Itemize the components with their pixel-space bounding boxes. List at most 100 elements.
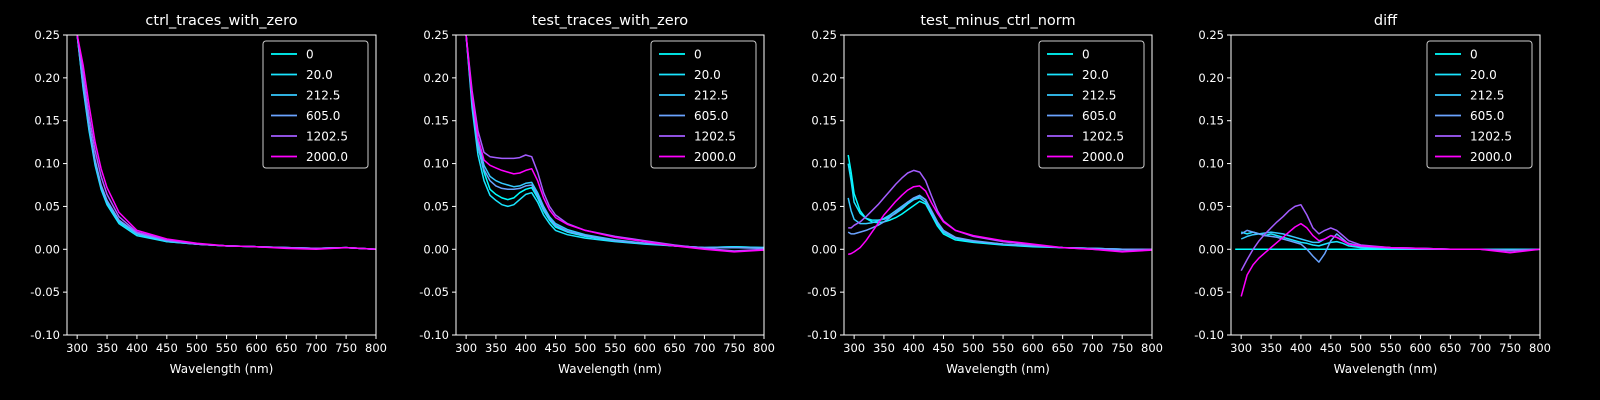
subplot-3-series-6-line <box>848 185 1152 256</box>
subplot-4-series-4-line <box>1240 229 1540 263</box>
subplot-1-ytick-label-8: 0.25 <box>34 28 60 42</box>
subplot-2-ytick-label-6: 0.15 <box>423 114 449 128</box>
subplot-3-ytick-label-3: 0.00 <box>811 242 837 256</box>
subplot-3: test_minus_ctrl_norm Wavelength (nm) 300… <box>807 13 1163 376</box>
subplot-1-xtick-label-4: 450 <box>156 341 178 355</box>
subplot-4-legend-label-2: 20.0 <box>1470 68 1497 82</box>
subplot-3-xtick-label-10: 750 <box>1111 341 1133 355</box>
subplot-3-series-group <box>847 154 1152 256</box>
subplot-4-ytick-label-6: 0.15 <box>1198 114 1224 128</box>
subplot-1-legend-frame <box>262 40 369 169</box>
subplot-1-xtick-label-5: 500 <box>186 341 208 355</box>
subplot-3-ytick-label-2: -0.05 <box>807 285 837 299</box>
subplot-3-xtick-label-6: 550 <box>992 341 1014 355</box>
subplot-2: test_traces_with_zero Wavelength (nm) 30… <box>419 13 775 376</box>
subplot-4-xtick-label-7: 600 <box>1409 341 1431 355</box>
subplot-2-xtick-label-1: 300 <box>455 341 477 355</box>
subplot-4-axes-frame <box>1230 34 1541 336</box>
subplot-4-ytick-label-1: -0.10 <box>1194 328 1224 342</box>
subplot-2-legend-label-2: 20.0 <box>694 68 721 82</box>
subplot-1-xtick-label-11: 800 <box>365 341 387 355</box>
subplot-3-xtick-label-5: 500 <box>962 341 984 355</box>
subplot-1-xtick-label-3: 400 <box>126 341 148 355</box>
subplot-4-legend-frame <box>1426 40 1533 169</box>
subplot-4-legend: 0 20.0 212.5 605.0 1202.5 2000.0 <box>1426 40 1533 169</box>
subplot-4-xtick-label-2: 350 <box>1260 341 1282 355</box>
subplot-2-legend-label-4: 605.0 <box>694 109 728 123</box>
subplot-2-ytick-label-8: 0.25 <box>423 28 449 42</box>
subplot-2-xlabel: Wavelength (nm) <box>558 362 662 376</box>
subplot-1-series-5-line <box>76 35 376 251</box>
subplot-4-ytick-label-4: 0.05 <box>1198 199 1224 213</box>
subplot-2-xtick-label-11: 800 <box>753 341 775 355</box>
subplot-3-legend-label-4: 605.0 <box>1082 109 1116 123</box>
subplot-3-legend-frame <box>1038 40 1145 169</box>
subplot-3-xtick-label-7: 600 <box>1022 341 1044 355</box>
subplot-1-legend-label-2: 20.0 <box>306 68 333 82</box>
subplot-1-xtick-label-10: 750 <box>335 341 357 355</box>
subplot-1-legend-label-6: 2000.0 <box>306 150 348 164</box>
subplot-2-series-4-line <box>465 35 764 250</box>
subplot-2-title: test_traces_with_zero <box>532 13 689 29</box>
subplot-3-legend-label-3: 212.5 <box>1082 89 1116 103</box>
subplot-1-ytick-label-6: 0.15 <box>34 114 60 128</box>
subplot-3-legend-label-1: 0 <box>1082 48 1090 62</box>
subplot-2-axes-frame <box>455 34 765 336</box>
subplot-1-legend-label-1: 0 <box>306 48 314 62</box>
subplot-3-ytick-label-7: 0.20 <box>811 71 837 85</box>
subplot-4-legend-label-4: 605.0 <box>1470 109 1504 123</box>
subplot-1-series-6-line <box>76 35 376 251</box>
subplot-3-series-5-line <box>848 169 1152 252</box>
subplot-1-xtick-label-2: 350 <box>96 341 118 355</box>
subplot-2-legend-label-3: 212.5 <box>694 89 728 103</box>
subplot-1-xtick-label-7: 600 <box>245 341 267 355</box>
subplot-2-legend-label-5: 1202.5 <box>694 130 736 144</box>
subplot-1-legend-label-3: 212.5 <box>306 89 340 103</box>
subplot-3-axes-frame <box>843 34 1153 336</box>
subplot-2-series-6-line <box>465 35 764 253</box>
subplot-4-legend-label-3: 212.5 <box>1470 89 1504 103</box>
subplot-3-xtick-label-4: 450 <box>933 341 955 355</box>
subplot-4-legend-label-5: 1202.5 <box>1470 130 1512 144</box>
subplot-2-ytick-label-2: -0.05 <box>419 285 449 299</box>
subplot-2-series-group <box>465 35 764 253</box>
subplot-4-xtick-label-10: 750 <box>1499 341 1521 355</box>
subplot-2-ytick-label-4: 0.05 <box>423 199 449 213</box>
subplot-3-legend-label-2: 20.0 <box>1082 68 1109 82</box>
subplot-1-legend: 0 20.0 212.5 605.0 1202.5 2000.0 <box>262 40 369 169</box>
subplot-2-xtick-label-3: 400 <box>515 341 537 355</box>
subplot-3-legend-label-6: 2000.0 <box>1082 150 1124 164</box>
subplot-2-ytick-label-3: 0.00 <box>423 242 449 256</box>
subplot-2-legend-label-6: 2000.0 <box>694 150 736 164</box>
subplot-1-legend-label-5: 1202.5 <box>306 130 348 144</box>
subplot-3-ytick-label-4: 0.05 <box>811 199 837 213</box>
subplot-1-ytick-label-1: -0.10 <box>30 328 60 342</box>
subplot-4-xtick-label-8: 650 <box>1439 341 1461 355</box>
subplot-3-xtick-label-2: 350 <box>873 341 895 355</box>
subplot-4-ytick-label-8: 0.25 <box>1198 28 1224 42</box>
subplot-4-xtick-label-11: 800 <box>1529 341 1551 355</box>
subplot-1-legend-label-4: 605.0 <box>306 109 340 123</box>
subplot-1-ytick-label-4: 0.05 <box>34 199 60 213</box>
subplot-2-xtick-label-5: 500 <box>574 341 596 355</box>
subplot-3-xtick-label-11: 800 <box>1141 341 1163 355</box>
subplot-4-title: diff <box>1374 13 1398 29</box>
subplot-2-ytick-label-1: -0.10 <box>419 328 449 342</box>
subplot-3-ytick-label-6: 0.15 <box>811 114 837 128</box>
subplot-4-legend-label-1: 0 <box>1470 48 1478 62</box>
subplot-2-xtick-label-4: 450 <box>545 341 567 355</box>
subplot-2-xtick-label-9: 700 <box>693 341 715 355</box>
subplot-4-ytick-label-2: -0.05 <box>1194 285 1224 299</box>
subplot-4-xtick-label-4: 450 <box>1320 341 1342 355</box>
subplot-1-ytick-label-2: -0.05 <box>30 285 60 299</box>
subplot-1-series-group <box>76 35 376 251</box>
subplot-2-xtick-label-2: 350 <box>485 341 507 355</box>
subplot-1-xtick-label-6: 550 <box>216 341 238 355</box>
subplot-4-series-group <box>1235 203 1540 297</box>
subplot-1-title: ctrl_traces_with_zero <box>145 13 297 29</box>
subplot-4-xtick-label-6: 550 <box>1380 341 1402 355</box>
subplot-4-legend-label-6: 2000.0 <box>1470 150 1512 164</box>
subplot-4-ytick-label-7: 0.20 <box>1198 71 1224 85</box>
